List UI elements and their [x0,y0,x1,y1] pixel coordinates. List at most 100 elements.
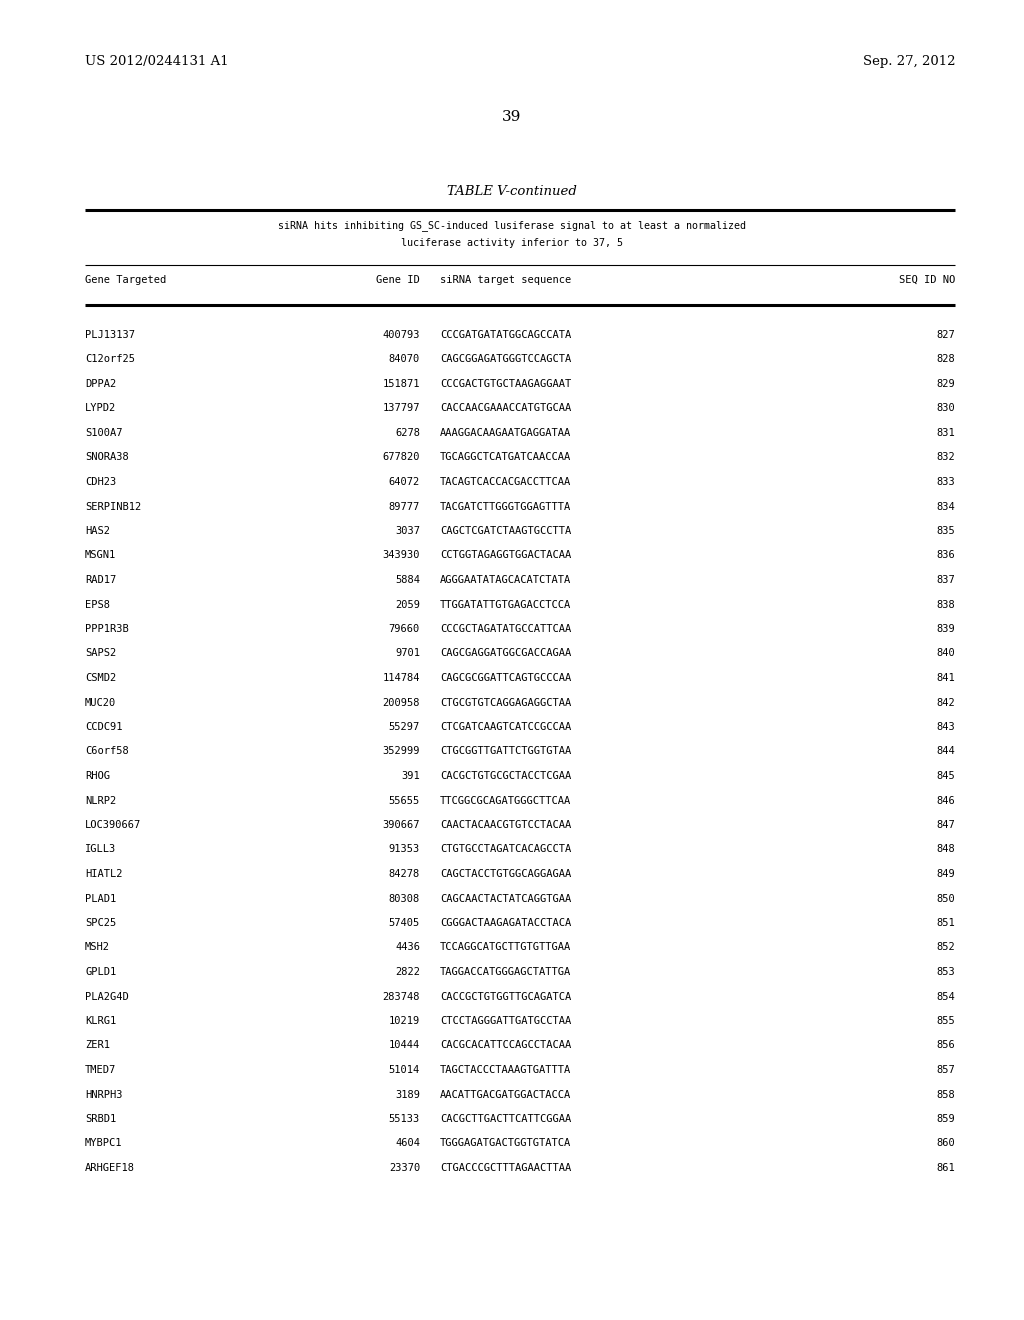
Text: Sep. 27, 2012: Sep. 27, 2012 [862,55,955,69]
Text: 861: 861 [936,1163,955,1173]
Text: 837: 837 [936,576,955,585]
Text: TTCGGCGCAGATGGGCTTCAA: TTCGGCGCAGATGGGCTTCAA [440,796,571,805]
Text: TACGATCTTGGGTGGAGTTTA: TACGATCTTGGGTGGAGTTTA [440,502,571,511]
Text: 57405: 57405 [389,917,420,928]
Text: 5884: 5884 [395,576,420,585]
Text: PLA2G4D: PLA2G4D [85,991,129,1002]
Text: IGLL3: IGLL3 [85,845,117,854]
Text: S100A7: S100A7 [85,428,123,438]
Text: siRNA hits inhibiting GS_SC-induced lusiferase signal to at least a normalized: siRNA hits inhibiting GS_SC-induced lusi… [278,220,746,231]
Text: CAGCTCGATCTAAGTGCCTTA: CAGCTCGATCTAAGTGCCTTA [440,525,571,536]
Text: siRNA target sequence: siRNA target sequence [440,275,571,285]
Text: 836: 836 [936,550,955,561]
Text: TAGCTACCCTAAAGTGATTTA: TAGCTACCCTAAAGTGATTTA [440,1065,571,1074]
Text: C12orf25: C12orf25 [85,355,135,364]
Text: MUC20: MUC20 [85,697,117,708]
Text: 850: 850 [936,894,955,903]
Text: SAPS2: SAPS2 [85,648,117,659]
Text: EPS8: EPS8 [85,599,110,610]
Text: 849: 849 [936,869,955,879]
Text: 84278: 84278 [389,869,420,879]
Text: 858: 858 [936,1089,955,1100]
Text: PLJ13137: PLJ13137 [85,330,135,341]
Text: CTCGATCAAGTCATCCGCCAA: CTCGATCAAGTCATCCGCCAA [440,722,571,733]
Text: DPPA2: DPPA2 [85,379,117,389]
Text: 846: 846 [936,796,955,805]
Text: CTGTGCCTAGATCACAGCCTA: CTGTGCCTAGATCACAGCCTA [440,845,571,854]
Text: PPP1R3B: PPP1R3B [85,624,129,634]
Text: 851: 851 [936,917,955,928]
Text: TGCAGGCTCATGATCAACCAA: TGCAGGCTCATGATCAACCAA [440,453,571,462]
Text: TGGGAGATGACTGGTGTATCA: TGGGAGATGACTGGTGTATCA [440,1138,571,1148]
Text: CCCGATGATATGGCAGCCATA: CCCGATGATATGGCAGCCATA [440,330,571,341]
Text: CCTGGTAGAGGTGGACTACAA: CCTGGTAGAGGTGGACTACAA [440,550,571,561]
Text: 4436: 4436 [395,942,420,953]
Text: 829: 829 [936,379,955,389]
Text: 84070: 84070 [389,355,420,364]
Text: 856: 856 [936,1040,955,1051]
Text: 55297: 55297 [389,722,420,733]
Text: CACGCTGTGCGCTACCTCGAA: CACGCTGTGCGCTACCTCGAA [440,771,571,781]
Text: US 2012/0244131 A1: US 2012/0244131 A1 [85,55,228,69]
Text: 860: 860 [936,1138,955,1148]
Text: LYPD2: LYPD2 [85,404,117,413]
Text: CTGCGGTTGATTCTGGTGTAA: CTGCGGTTGATTCTGGTGTAA [440,747,571,756]
Text: 677820: 677820 [383,453,420,462]
Text: 839: 839 [936,624,955,634]
Text: HAS2: HAS2 [85,525,110,536]
Text: SNORA38: SNORA38 [85,453,129,462]
Text: HNRPH3: HNRPH3 [85,1089,123,1100]
Text: 853: 853 [936,968,955,977]
Text: 80308: 80308 [389,894,420,903]
Text: 827: 827 [936,330,955,341]
Text: 283748: 283748 [383,991,420,1002]
Text: C6orf58: C6orf58 [85,747,129,756]
Text: AAAGGACAAGAATGAGGATAA: AAAGGACAAGAATGAGGATAA [440,428,571,438]
Text: 51014: 51014 [389,1065,420,1074]
Text: 841: 841 [936,673,955,682]
Text: luciferase activity inferior to 37, 5: luciferase activity inferior to 37, 5 [401,238,623,248]
Text: 857: 857 [936,1065,955,1074]
Text: MYBPC1: MYBPC1 [85,1138,123,1148]
Text: ARHGEF18: ARHGEF18 [85,1163,135,1173]
Text: CACGCACATTCCAGCCTACAA: CACGCACATTCCAGCCTACAA [440,1040,571,1051]
Text: 151871: 151871 [383,379,420,389]
Text: 844: 844 [936,747,955,756]
Text: Gene ID: Gene ID [376,275,420,285]
Text: 55133: 55133 [389,1114,420,1125]
Text: MSH2: MSH2 [85,942,110,953]
Text: 2822: 2822 [395,968,420,977]
Text: 39: 39 [503,110,521,124]
Text: CSMD2: CSMD2 [85,673,117,682]
Text: 137797: 137797 [383,404,420,413]
Text: NLRP2: NLRP2 [85,796,117,805]
Text: CAGCGGAGATGGGTCCAGCTA: CAGCGGAGATGGGTCCAGCTA [440,355,571,364]
Text: KLRG1: KLRG1 [85,1016,117,1026]
Text: RHOG: RHOG [85,771,110,781]
Text: 842: 842 [936,697,955,708]
Text: CCCGACTGTGCTAAGAGGAAT: CCCGACTGTGCTAAGAGGAAT [440,379,571,389]
Text: 64072: 64072 [389,477,420,487]
Text: SPC25: SPC25 [85,917,117,928]
Text: CCCGCTAGATATGCCATTCAA: CCCGCTAGATATGCCATTCAA [440,624,571,634]
Text: 859: 859 [936,1114,955,1125]
Text: TTGGATATTGTGAGACCTCCA: TTGGATATTGTGAGACCTCCA [440,599,571,610]
Text: CACCAACGAAACCATGTGCAA: CACCAACGAAACCATGTGCAA [440,404,571,413]
Text: 832: 832 [936,453,955,462]
Text: SEQ ID NO: SEQ ID NO [899,275,955,285]
Text: 3189: 3189 [395,1089,420,1100]
Text: 6278: 6278 [395,428,420,438]
Text: GPLD1: GPLD1 [85,968,117,977]
Text: 854: 854 [936,991,955,1002]
Text: CAGCGCGGATTCAGTGCCCAA: CAGCGCGGATTCAGTGCCCAA [440,673,571,682]
Text: 834: 834 [936,502,955,511]
Text: 55655: 55655 [389,796,420,805]
Text: TMED7: TMED7 [85,1065,117,1074]
Text: CTGACCCGCTTTAGAACTTAA: CTGACCCGCTTTAGAACTTAA [440,1163,571,1173]
Text: 200958: 200958 [383,697,420,708]
Text: Gene Targeted: Gene Targeted [85,275,166,285]
Text: 9701: 9701 [395,648,420,659]
Text: 79660: 79660 [389,624,420,634]
Text: HIATL2: HIATL2 [85,869,123,879]
Text: 831: 831 [936,428,955,438]
